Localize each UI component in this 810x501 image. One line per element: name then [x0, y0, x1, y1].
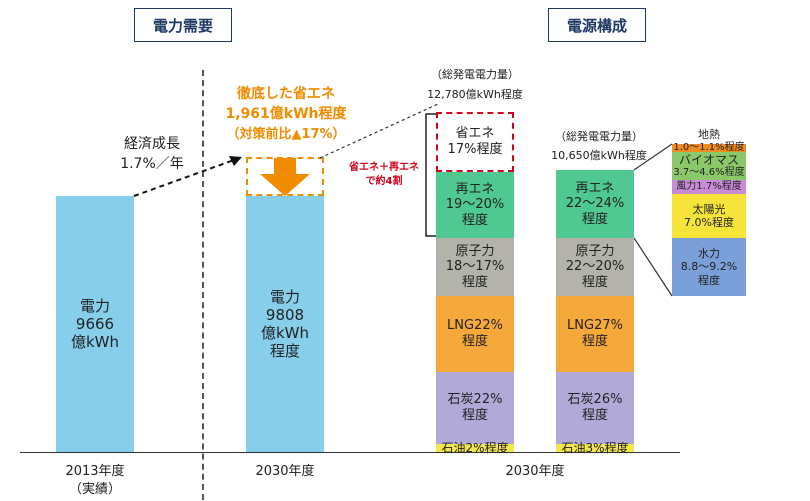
segment-text: 程度 — [581, 211, 608, 227]
bar-2013-line: 電力 — [79, 297, 110, 315]
segment-hydro: 水力 8.8～9.2% 程度 — [672, 238, 746, 296]
bar-2013-line: 億kWh — [70, 333, 120, 351]
segment-text: 18～17% — [445, 259, 505, 275]
segment-text: 19～20% — [445, 197, 505, 213]
segment-text: 3.7～4.6%程度 — [673, 167, 745, 179]
segment-text: 石油2%程度 — [441, 440, 509, 455]
segment-text: 風力1.7%程度 — [676, 181, 742, 192]
segment-text: 程度 — [698, 273, 720, 287]
bar-2030-demand: 電力 9808 億kWh 程度 — [246, 196, 324, 452]
segment-oil: 石油2%程度 — [436, 440, 514, 455]
segment-text: 7.0%程度 — [684, 216, 734, 229]
segment-text: 22～20% — [565, 259, 625, 275]
total-before-label: （総発電電力量） — [431, 68, 519, 81]
segment-text: 程度 — [461, 212, 488, 228]
stack-after: 再エネ 22～24% 程度 原子力 22～20% 程度 LNG27% 程度 石炭… — [556, 170, 634, 455]
segment-text: 程度 — [581, 334, 608, 349]
bar-2030-line: 億kWh — [260, 324, 310, 342]
bar-2013-line: 9666 — [75, 315, 115, 333]
growth-label: 経済成長 — [124, 136, 180, 152]
segment-text: LNG27% — [567, 318, 623, 334]
segment-nuclear: 原子力 18～17% 程度 — [436, 238, 514, 296]
segment-text: 原子力 — [575, 243, 615, 259]
savings-renewables-share: で約4割 — [365, 176, 403, 187]
segment-wind: 風力1.7%程度 — [672, 180, 746, 194]
segment-text: 再エネ — [455, 181, 495, 197]
segment-text: 8.8～9.2% — [680, 260, 738, 274]
segment-text: 17%程度 — [447, 142, 503, 157]
segment-text: 程度 — [581, 274, 608, 290]
segment-savings: 省エネ 17%程度 — [436, 112, 514, 172]
segment-text: 石油3%程度 — [561, 440, 629, 455]
segment-solar: 太陽光 7.0%程度 — [672, 194, 746, 238]
total-after-value: 10,650億kWh程度 — [551, 149, 647, 162]
bracket — [425, 113, 436, 237]
x-label-2030-demand: 2030年度 — [255, 464, 315, 479]
segment-text: LNG22% — [447, 318, 503, 334]
savings-renewables-note: 省エネ＋再エネ — [349, 162, 419, 173]
baseline-axis — [20, 452, 680, 453]
segment-geothermal: 1.0～1.1%程度 — [672, 142, 746, 153]
growth-arrow — [133, 156, 242, 197]
savings-callout-ratio: （対策前比▲17%） — [226, 127, 346, 142]
year-separator — [202, 70, 204, 500]
segment-text: 22～24% — [565, 196, 625, 212]
bar-2030-line: 電力 — [269, 288, 300, 306]
segment-text: 太陽光 — [692, 202, 726, 216]
segment-text: 石炭26% — [567, 392, 623, 408]
segment-text: 1.0～1.1%程度 — [673, 142, 745, 153]
x-label-2030-supply: 2030年度 — [505, 464, 565, 479]
stack-before: 省エネ 17%程度 再エネ 19～20% 程度 原子力 18～17% 程度 LN… — [436, 112, 514, 455]
segment-renewable: 再エネ 22～24% 程度 — [556, 170, 634, 238]
segment-lng: LNG22% 程度 — [436, 296, 514, 372]
bar-2030-line: 9808 — [265, 306, 305, 324]
segment-text: 原子力 — [455, 243, 495, 259]
segment-oil: 石油3%程度 — [556, 440, 634, 455]
segment-text: 程度 — [461, 408, 488, 423]
geothermal-title: 地熱 — [698, 128, 720, 141]
segment-text: バイオマス — [678, 152, 739, 167]
renewable-breakdown: 1.0～1.1%程度 バイオマス 3.7～4.6%程度 風力1.7%程度 太陽光… — [672, 142, 746, 296]
segment-coal: 石炭22% 程度 — [436, 372, 514, 444]
down-arrow-icon — [260, 158, 310, 196]
segment-renewable: 再エネ 19～20% 程度 — [436, 172, 514, 238]
segment-biomass: バイオマス 3.7～4.6%程度 — [672, 152, 746, 180]
segment-lng: LNG27% 程度 — [556, 296, 634, 372]
segment-text: 水力 — [698, 247, 720, 261]
segment-coal: 石炭26% 程度 — [556, 372, 634, 444]
total-before-value: 12,780億kWh程度 — [427, 88, 523, 101]
segment-text: 省エネ — [455, 126, 495, 142]
dotted-connector — [319, 103, 439, 159]
total-after-label: （総発電電力量） — [555, 130, 643, 143]
breakdown-connectors — [634, 143, 673, 297]
segment-text: 再エネ — [575, 180, 615, 196]
growth-rate: 1.7%／年 — [120, 156, 184, 172]
segment-nuclear: 原子力 22～20% 程度 — [556, 238, 634, 296]
segment-text: 程度 — [581, 408, 608, 423]
segment-text: 石炭22% — [447, 392, 503, 408]
bar-2013: 電力 9666 億kWh — [56, 196, 134, 452]
demand-header: 電力需要 — [134, 8, 232, 42]
x-label-2013-note: （実績） — [68, 482, 121, 497]
x-label-2013: 2013年度 — [65, 464, 125, 479]
segment-text: 程度 — [461, 334, 488, 349]
bar-2030-line: 程度 — [269, 342, 300, 360]
segment-text: 程度 — [461, 274, 488, 290]
supply-header: 電源構成 — [548, 8, 646, 42]
savings-callout-title: 徹底した省エネ — [237, 86, 335, 102]
savings-callout-amount: 1,961億kWh程度 — [225, 106, 347, 122]
